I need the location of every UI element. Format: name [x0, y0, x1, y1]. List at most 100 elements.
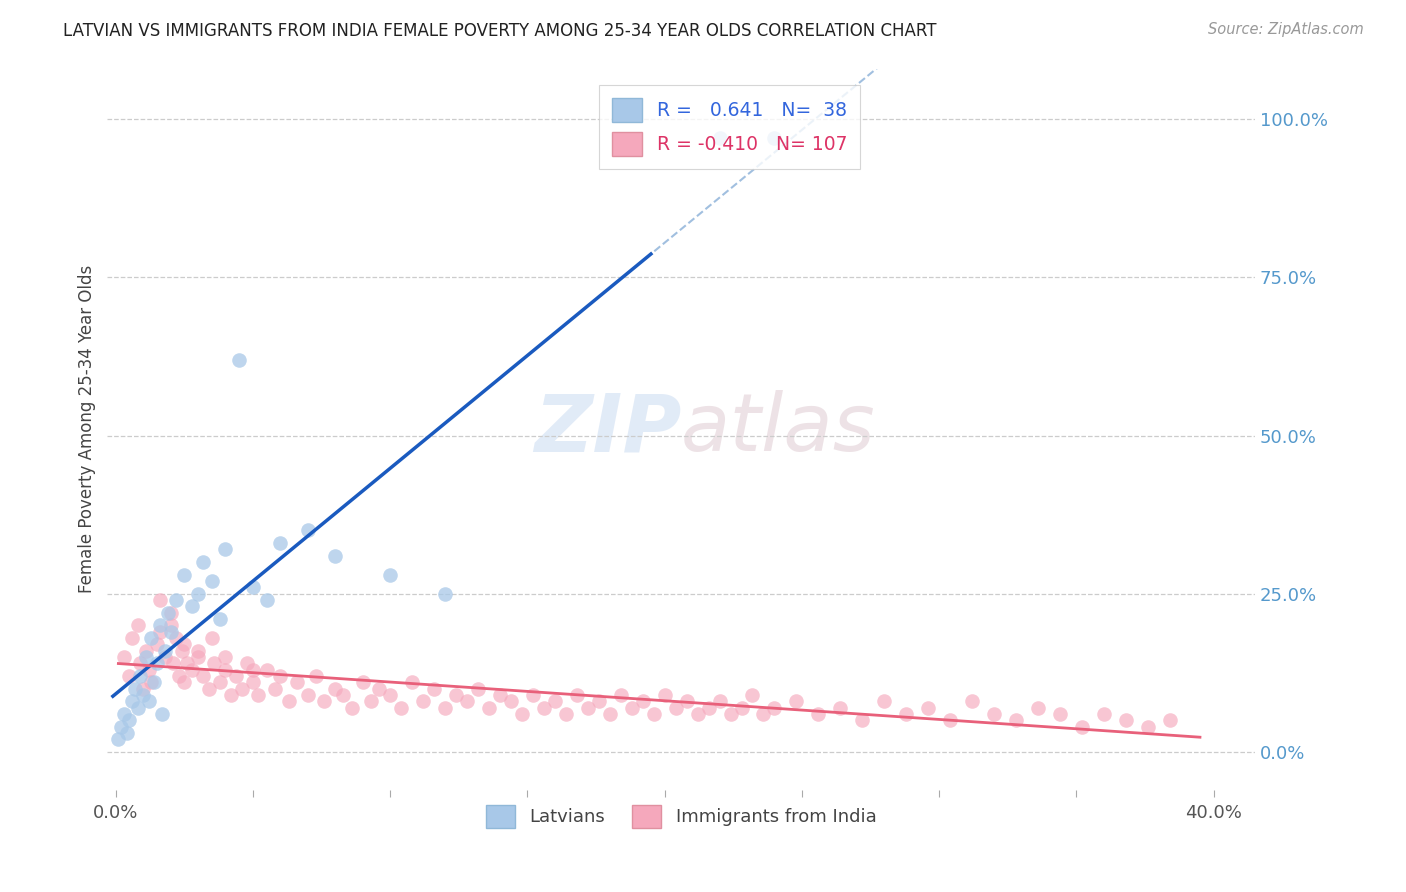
Point — [148, 618, 170, 632]
Point — [228, 352, 250, 367]
Point — [214, 663, 236, 677]
Text: atlas: atlas — [681, 390, 876, 468]
Point — [1092, 706, 1115, 721]
Point — [159, 618, 181, 632]
Point — [225, 669, 247, 683]
Point — [201, 574, 224, 588]
Point — [763, 131, 786, 145]
Point — [150, 706, 173, 721]
Point — [107, 732, 129, 747]
Point — [960, 694, 983, 708]
Point — [1136, 720, 1159, 734]
Point — [110, 720, 132, 734]
Point — [277, 694, 299, 708]
Point — [434, 700, 457, 714]
Point — [939, 714, 962, 728]
Point — [340, 700, 363, 714]
Point — [423, 681, 446, 696]
Point — [112, 706, 135, 721]
Point — [208, 675, 231, 690]
Point — [686, 706, 709, 721]
Point — [124, 681, 146, 696]
Point — [620, 700, 643, 714]
Point — [352, 675, 374, 690]
Legend: Latvians, Immigrants from India: Latvians, Immigrants from India — [479, 797, 883, 835]
Y-axis label: Female Poverty Among 25-34 Year Olds: Female Poverty Among 25-34 Year Olds — [79, 265, 96, 593]
Point — [763, 700, 786, 714]
Point — [510, 706, 533, 721]
Point — [187, 643, 209, 657]
Point — [675, 694, 697, 708]
Point — [533, 700, 555, 714]
Point — [522, 688, 544, 702]
Point — [478, 700, 501, 714]
Point — [709, 694, 731, 708]
Point — [159, 624, 181, 639]
Point — [332, 688, 354, 702]
Point — [444, 688, 467, 702]
Point — [378, 688, 401, 702]
Point — [654, 688, 676, 702]
Point — [201, 631, 224, 645]
Point — [214, 542, 236, 557]
Point — [785, 694, 807, 708]
Point — [1071, 720, 1094, 734]
Text: ZIP: ZIP — [534, 390, 681, 468]
Point — [285, 675, 308, 690]
Point — [148, 624, 170, 639]
Point — [297, 524, 319, 538]
Point — [127, 618, 149, 632]
Point — [118, 669, 141, 683]
Point — [360, 694, 382, 708]
Point — [135, 643, 157, 657]
Point — [896, 706, 918, 721]
Point — [242, 663, 264, 677]
Point — [214, 650, 236, 665]
Point — [176, 657, 198, 671]
Point — [314, 694, 336, 708]
Point — [554, 706, 576, 721]
Point — [181, 599, 204, 614]
Point — [256, 663, 278, 677]
Point — [181, 663, 204, 677]
Point — [146, 657, 169, 671]
Point — [544, 694, 567, 708]
Point — [165, 593, 187, 607]
Point — [242, 581, 264, 595]
Point — [456, 694, 478, 708]
Point — [129, 669, 152, 683]
Point — [323, 681, 346, 696]
Point — [434, 587, 457, 601]
Point — [851, 714, 873, 728]
Point — [242, 675, 264, 690]
Point — [208, 612, 231, 626]
Point — [193, 669, 215, 683]
Point — [153, 643, 176, 657]
Text: LATVIAN VS IMMIGRANTS FROM INDIA FEMALE POVERTY AMONG 25-34 YEAR OLDS CORRELATIO: LATVIAN VS IMMIGRANTS FROM INDIA FEMALE … — [63, 22, 936, 40]
Point — [121, 631, 143, 645]
Point — [467, 681, 489, 696]
Point — [138, 663, 160, 677]
Point — [135, 650, 157, 665]
Point — [720, 706, 742, 721]
Point — [269, 669, 291, 683]
Point — [609, 688, 631, 702]
Point — [565, 688, 588, 702]
Point — [118, 714, 141, 728]
Point — [730, 700, 752, 714]
Point — [153, 650, 176, 665]
Point — [917, 700, 939, 714]
Point — [576, 700, 599, 714]
Point — [499, 694, 522, 708]
Point — [588, 694, 610, 708]
Text: Source: ZipAtlas.com: Source: ZipAtlas.com — [1208, 22, 1364, 37]
Point — [807, 706, 830, 721]
Point — [132, 681, 155, 696]
Point — [263, 681, 285, 696]
Point — [170, 643, 193, 657]
Point — [247, 688, 270, 702]
Point — [143, 675, 166, 690]
Point — [129, 657, 152, 671]
Point — [231, 681, 253, 696]
Point — [204, 657, 226, 671]
